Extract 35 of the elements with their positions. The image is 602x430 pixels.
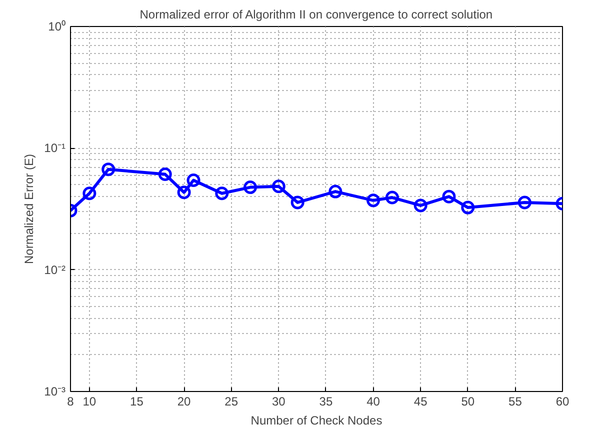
point: [158, 168, 172, 182]
x-tick-label: 20: [177, 394, 192, 408]
x-tick-label: 25: [224, 394, 238, 408]
point: [442, 190, 456, 204]
x-tick-label: 45: [414, 394, 428, 408]
y-axis-title: Normalized Error (E): [22, 154, 36, 264]
y-tick-label: 10⁰: [48, 20, 66, 34]
point: [244, 180, 258, 194]
x-tick-label: 60: [556, 394, 570, 408]
point: [328, 184, 342, 198]
x-tick-label: 8: [67, 394, 74, 408]
x-tick-label: 30: [272, 394, 286, 408]
x-tick-label: 40: [366, 394, 380, 408]
chart-title: Normalized error of Algorithm II on convergence to correct solution: [140, 8, 493, 22]
x-axis-title: Number of Check Nodes: [250, 414, 382, 428]
point: [385, 190, 399, 204]
x-tick-label: 10: [82, 394, 96, 408]
point: [272, 180, 286, 194]
x-tick-label: 55: [508, 394, 522, 408]
x-tick-label: 50: [461, 394, 475, 408]
x-tick-label: 15: [130, 394, 144, 408]
point: [177, 186, 191, 200]
point: [366, 194, 380, 208]
point: [102, 162, 116, 176]
point: [518, 196, 532, 210]
y-tick-label: 10⁻²: [44, 262, 66, 277]
point: [215, 186, 229, 200]
point: [461, 200, 475, 214]
point: [414, 198, 428, 212]
y-tick-label: 10⁻³: [44, 384, 66, 398]
point: [186, 174, 200, 187]
point: [290, 196, 304, 210]
point: [82, 186, 96, 200]
y-tick-label: 10⁻¹: [44, 141, 66, 156]
x-tick-label: 35: [319, 394, 333, 408]
